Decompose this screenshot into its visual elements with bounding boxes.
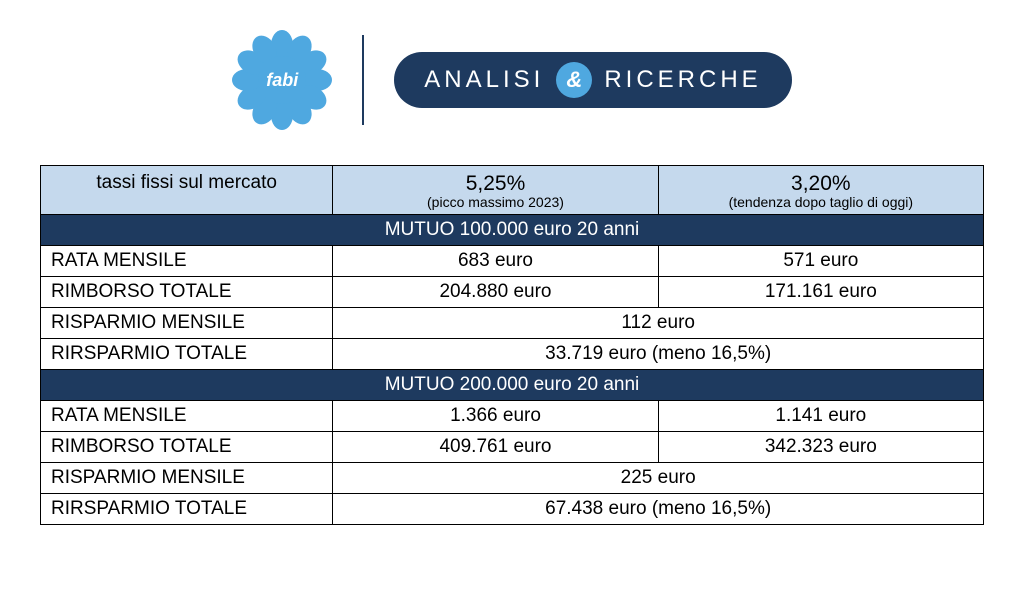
row-label: RIMBORSO TOTALE — [41, 277, 333, 308]
table-row: RIMBORSO TOTALE409.761 euro342.323 euro — [41, 432, 984, 463]
row-label: RATA MENSILE — [41, 246, 333, 277]
row-value-1: 409.761 euro — [333, 432, 658, 463]
table-row: RIMBORSO TOTALE204.880 euro171.161 euro — [41, 277, 984, 308]
row-label: RISPARMIO MENSILE — [41, 308, 333, 339]
header-col3-sub: (tendenza dopo taglio di oggi) — [669, 195, 973, 210]
table-row: RISPARMIO MENSILE225 euro — [41, 463, 984, 494]
table-row: RIRSPARMIO TOTALE67.438 euro (meno 16,5%… — [41, 494, 984, 525]
brand-right: RICERCHE — [604, 66, 761, 94]
table-row: RIRSPARMIO TOTALE33.719 euro (meno 16,5%… — [41, 339, 984, 370]
row-label: RIMBORSO TOTALE — [41, 432, 333, 463]
row-value-merged: 67.438 euro (meno 16,5%) — [333, 494, 984, 525]
table-row: RATA MENSILE683 euro571 euro — [41, 246, 984, 277]
page-header: fabi ANALISI & RICERCHE — [40, 30, 984, 130]
fabi-logo: fabi — [232, 30, 332, 130]
header-col2-sub: (picco massimo 2023) — [343, 195, 647, 210]
row-value-merged: 112 euro — [333, 308, 984, 339]
row-value-1: 683 euro — [333, 246, 658, 277]
section-title-row: MUTUO 200.000 euro 20 anni — [41, 370, 984, 401]
table-header-row: tassi fissi sul mercato 5,25% (picco mas… — [41, 166, 984, 215]
header-col2: 5,25% (picco massimo 2023) — [333, 166, 658, 215]
row-label: RATA MENSILE — [41, 401, 333, 432]
fabi-logo-text: fabi — [258, 56, 306, 104]
section-title: MUTUO 200.000 euro 20 anni — [41, 370, 984, 401]
row-label: RISPARMIO MENSILE — [41, 463, 333, 494]
header-col3: 3,20% (tendenza dopo taglio di oggi) — [658, 166, 983, 215]
row-label: RIRSPARMIO TOTALE — [41, 494, 333, 525]
section-title: MUTUO 100.000 euro 20 anni — [41, 215, 984, 246]
mortgage-table: tassi fissi sul mercato 5,25% (picco mas… — [40, 165, 984, 525]
vertical-divider — [362, 35, 364, 125]
header-col2-pct: 5,25% — [343, 172, 647, 195]
header-col3-pct: 3,20% — [669, 172, 973, 195]
row-value-1: 1.366 euro — [333, 401, 658, 432]
ampersand-icon: & — [556, 62, 592, 98]
row-value-merged: 33.719 euro (meno 16,5%) — [333, 339, 984, 370]
table-row: RATA MENSILE1.366 euro1.141 euro — [41, 401, 984, 432]
row-value-2: 1.141 euro — [658, 401, 983, 432]
row-value-1: 204.880 euro — [333, 277, 658, 308]
table-row: RISPARMIO MENSILE112 euro — [41, 308, 984, 339]
row-value-2: 571 euro — [658, 246, 983, 277]
row-label: RIRSPARMIO TOTALE — [41, 339, 333, 370]
row-value-2: 342.323 euro — [658, 432, 983, 463]
section-title-row: MUTUO 100.000 euro 20 anni — [41, 215, 984, 246]
brand-badge: ANALISI & RICERCHE — [394, 52, 791, 108]
header-col1: tassi fissi sul mercato — [41, 166, 333, 215]
row-value-2: 171.161 euro — [658, 277, 983, 308]
brand-left: ANALISI — [424, 66, 544, 94]
row-value-merged: 225 euro — [333, 463, 984, 494]
